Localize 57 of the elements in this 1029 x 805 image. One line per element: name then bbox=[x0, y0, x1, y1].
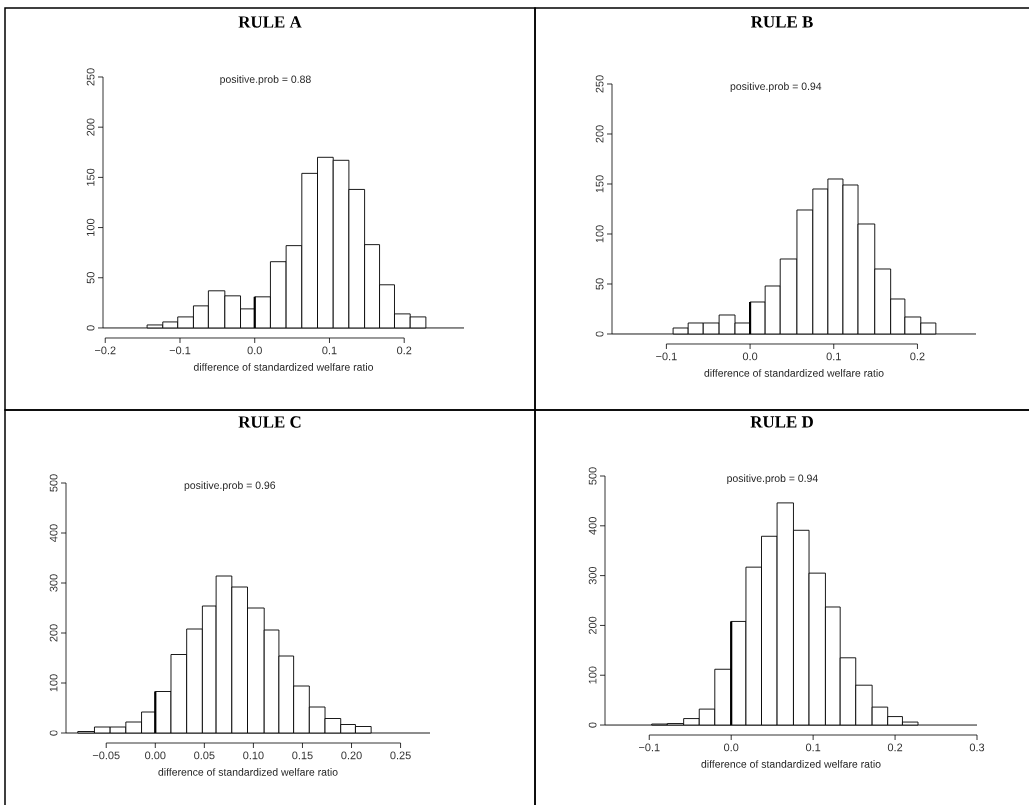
y-tick-label: 500 bbox=[588, 467, 597, 485]
x-tick-label: −0.2 bbox=[94, 346, 116, 355]
y-tick-label: 300 bbox=[588, 566, 597, 585]
x-tick-label: 0.05 bbox=[194, 751, 215, 760]
x-axis-title: difference of standardized welfare ratio bbox=[704, 369, 884, 377]
y-tick-label: 400 bbox=[588, 517, 597, 535]
chart-title: RULE B bbox=[751, 16, 813, 28]
annotation: positive.prob = 0.94 bbox=[730, 82, 822, 93]
y-tick-label: 100 bbox=[49, 674, 58, 692]
chart-title: RULE A bbox=[238, 16, 302, 28]
y-tick-label: 0 bbox=[49, 730, 58, 736]
y-tick-label: 150 bbox=[595, 175, 604, 193]
x-tick-label: 0.2 bbox=[910, 352, 925, 361]
y-tick-label: 50 bbox=[595, 278, 604, 290]
y-tick-label: 300 bbox=[49, 574, 58, 592]
x-tick-label: 0.2 bbox=[887, 743, 903, 752]
chart-title: RULE C bbox=[238, 416, 301, 428]
y-tick-label: 200 bbox=[49, 624, 58, 642]
y-tick-label: 200 bbox=[595, 125, 604, 143]
y-tick-label: 200 bbox=[588, 616, 597, 635]
annotation: positive.prob = 0.94 bbox=[727, 474, 818, 485]
x-tick-label: 0.10 bbox=[243, 751, 264, 760]
x-tick-label: 0.0 bbox=[247, 346, 262, 355]
y-tick-label: 0 bbox=[588, 722, 597, 728]
x-tick-label: 0.3 bbox=[969, 743, 985, 752]
x-tick-label: −0.1 bbox=[169, 346, 191, 355]
y-tick-label: 250 bbox=[86, 68, 95, 86]
annotation: positive.prob = 0.96 bbox=[184, 481, 276, 492]
x-axis-title: difference of standardized welfare ratio bbox=[701, 760, 881, 768]
x-tick-label: 0.0 bbox=[724, 743, 739, 752]
x-tick-label: 0.15 bbox=[292, 751, 313, 760]
x-tick-label: −0.1 bbox=[638, 743, 660, 752]
y-tick-label: 250 bbox=[595, 75, 604, 93]
y-tick-label: 150 bbox=[86, 168, 95, 186]
x-tick-label: 0.25 bbox=[390, 751, 411, 760]
x-tick-label: 0.1 bbox=[805, 743, 821, 752]
y-tick-label: 200 bbox=[86, 118, 95, 136]
x-tick-label: 0.0 bbox=[742, 352, 758, 361]
chart-title: RULE D bbox=[750, 416, 813, 428]
x-tick-label: 0.1 bbox=[826, 352, 841, 361]
y-tick-label: 100 bbox=[595, 225, 604, 243]
x-tick-label: −0.05 bbox=[92, 751, 120, 760]
x-tick-label: −0.1 bbox=[656, 352, 677, 361]
x-tick-label: 0.2 bbox=[397, 346, 412, 355]
y-tick-label: 0 bbox=[86, 325, 95, 331]
x-tick-label: 0.1 bbox=[322, 346, 337, 355]
y-tick-label: 0 bbox=[595, 331, 604, 337]
y-tick-label: 500 bbox=[49, 474, 58, 492]
y-tick-label: 50 bbox=[86, 272, 95, 284]
y-tick-label: 400 bbox=[49, 524, 58, 542]
x-tick-label: 0.00 bbox=[145, 751, 166, 760]
x-axis-title: difference of standardized welfare ratio bbox=[193, 363, 374, 371]
x-tick-label: 0.20 bbox=[341, 751, 362, 760]
y-tick-label: 100 bbox=[588, 666, 597, 684]
annotation: positive.prob = 0.88 bbox=[220, 75, 311, 86]
x-axis-title: difference of standardized welfare ratio bbox=[158, 768, 338, 776]
y-tick-label: 100 bbox=[86, 218, 95, 236]
